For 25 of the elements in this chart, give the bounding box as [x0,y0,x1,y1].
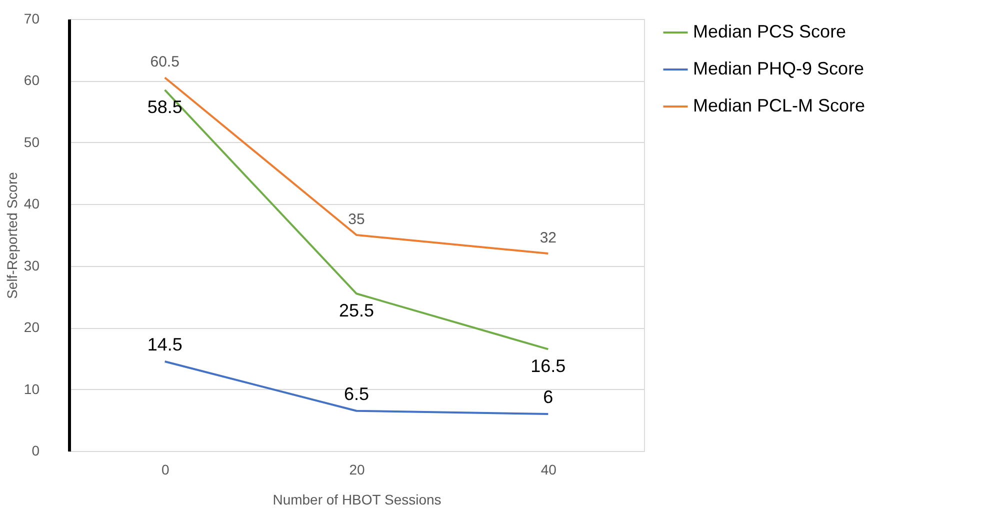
data-label: 58.5 [147,96,182,117]
y-tick-label: 50 [24,134,40,150]
data-label: 6.5 [344,384,370,404]
y-tick-label: 70 [24,10,40,26]
y-tick-label: 30 [24,257,40,274]
data-label: 16.5 [530,356,566,376]
y-tick-label: 40 [24,196,40,212]
legend-label: Median PCS Score [693,22,846,42]
y-tick-label: 20 [24,319,40,336]
x-tick-label: 40 [540,462,557,478]
data-label: 60.5 [150,54,180,71]
data-label: 14.5 [147,334,182,355]
x-axis-title: Number of HBOT Sessions [272,492,442,508]
data-label: 35 [348,211,365,228]
x-tick-label: 20 [349,462,365,478]
y-tick-label: 60 [24,72,40,88]
y-tick-label: 0 [32,442,40,458]
data-label: 6 [543,386,554,407]
legend-label: Median PCL-M Score [693,96,866,116]
legend-label: Median PHQ-9 Score [693,58,864,78]
y-axis-title: Self-Reported Score [4,172,20,299]
data-label: 25.5 [338,300,374,321]
data-label: 32 [540,230,557,247]
x-tick-label: 0 [161,462,170,478]
y-tick-label: 10 [24,380,40,397]
